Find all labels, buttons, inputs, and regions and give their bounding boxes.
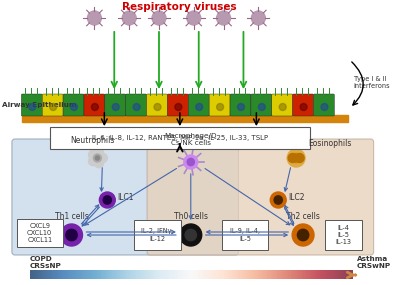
- FancyBboxPatch shape: [146, 94, 168, 116]
- Circle shape: [152, 11, 166, 25]
- Circle shape: [180, 224, 202, 246]
- FancyBboxPatch shape: [314, 94, 334, 116]
- FancyBboxPatch shape: [325, 220, 362, 250]
- Circle shape: [70, 103, 78, 111]
- Circle shape: [112, 103, 119, 111]
- Circle shape: [300, 103, 307, 111]
- FancyArrowPatch shape: [207, 230, 288, 234]
- Circle shape: [287, 149, 305, 167]
- Circle shape: [94, 154, 101, 162]
- FancyBboxPatch shape: [222, 220, 268, 250]
- Text: IL-4
IL-5
IL-13: IL-4 IL-5 IL-13: [335, 225, 351, 245]
- Circle shape: [92, 103, 98, 111]
- Text: Asthma
CRSwNP: Asthma CRSwNP: [357, 256, 391, 269]
- FancyBboxPatch shape: [230, 94, 251, 116]
- FancyArrowPatch shape: [85, 168, 176, 225]
- Circle shape: [99, 192, 115, 208]
- Circle shape: [154, 103, 161, 111]
- Circle shape: [175, 103, 182, 111]
- Circle shape: [94, 159, 104, 168]
- Circle shape: [187, 158, 194, 166]
- FancyArrowPatch shape: [82, 207, 100, 226]
- Circle shape: [187, 11, 201, 25]
- Text: Respiratory viruses: Respiratory viruses: [122, 2, 236, 12]
- Circle shape: [196, 103, 203, 111]
- FancyBboxPatch shape: [42, 94, 63, 116]
- Circle shape: [184, 155, 198, 169]
- FancyBboxPatch shape: [134, 220, 181, 250]
- Text: Th2 cells: Th2 cells: [286, 212, 320, 221]
- Text: Th0 cells: Th0 cells: [174, 212, 208, 221]
- Circle shape: [103, 196, 112, 204]
- FancyBboxPatch shape: [272, 94, 293, 116]
- Text: Type I & II
interferons: Type I & II interferons: [354, 76, 390, 89]
- FancyBboxPatch shape: [17, 219, 63, 247]
- FancyArrowPatch shape: [81, 205, 99, 224]
- Circle shape: [279, 103, 286, 111]
- Circle shape: [88, 157, 98, 166]
- Circle shape: [321, 103, 328, 111]
- Circle shape: [217, 103, 224, 111]
- Circle shape: [66, 229, 77, 241]
- FancyBboxPatch shape: [147, 139, 374, 255]
- FancyBboxPatch shape: [251, 94, 272, 116]
- FancyArrowPatch shape: [100, 168, 103, 191]
- FancyBboxPatch shape: [84, 94, 105, 116]
- Circle shape: [288, 154, 297, 162]
- Circle shape: [292, 224, 314, 246]
- FancyArrowPatch shape: [285, 205, 294, 223]
- FancyBboxPatch shape: [50, 127, 310, 149]
- Text: Eosinophils: Eosinophils: [308, 139, 352, 148]
- Circle shape: [258, 103, 265, 111]
- Circle shape: [292, 153, 301, 163]
- Text: Th1 cells: Th1 cells: [55, 212, 88, 221]
- FancyArrowPatch shape: [88, 233, 176, 237]
- Text: IL-6, IL-8, IL-12, RANTES, MIP-1α, IL-25, IL-33, TSLP: IL-6, IL-8, IL-12, RANTES, MIP-1α, IL-25…: [92, 135, 268, 141]
- Bar: [22, 115, 348, 122]
- FancyBboxPatch shape: [293, 94, 314, 116]
- Circle shape: [122, 11, 136, 25]
- Text: IL-9, IL-4,
IL-5: IL-9, IL-4, IL-5: [230, 228, 260, 242]
- Circle shape: [98, 154, 107, 162]
- Circle shape: [238, 103, 244, 111]
- FancyArrowPatch shape: [284, 168, 290, 191]
- Circle shape: [61, 224, 82, 246]
- Text: CXCL9
CXCL10
CXCL11: CXCL9 CXCL10 CXCL11: [27, 223, 52, 243]
- Circle shape: [88, 150, 98, 159]
- FancyBboxPatch shape: [21, 94, 42, 116]
- Text: ILC2: ILC2: [288, 194, 305, 203]
- Circle shape: [297, 229, 309, 241]
- Circle shape: [95, 156, 100, 160]
- Text: IL-2, IFNγ,
IL-12: IL-2, IFNγ, IL-12: [141, 228, 174, 242]
- Text: Macrophage/D
Cs/NK cells: Macrophage/D Cs/NK cells: [164, 133, 217, 146]
- FancyArrowPatch shape: [205, 168, 290, 225]
- FancyBboxPatch shape: [105, 94, 126, 116]
- FancyArrowPatch shape: [189, 174, 192, 219]
- FancyArrowPatch shape: [352, 62, 363, 105]
- FancyBboxPatch shape: [168, 94, 188, 116]
- Text: ILC1: ILC1: [117, 194, 134, 203]
- FancyBboxPatch shape: [12, 139, 238, 255]
- Text: Neutrophils: Neutrophils: [70, 136, 115, 145]
- Circle shape: [50, 103, 57, 111]
- FancyArrowPatch shape: [86, 230, 175, 234]
- Circle shape: [270, 192, 286, 208]
- Text: Airway Epithelium: Airway Epithelium: [2, 102, 76, 108]
- Circle shape: [133, 103, 140, 111]
- Circle shape: [88, 11, 101, 25]
- Circle shape: [29, 103, 36, 111]
- Circle shape: [274, 196, 282, 204]
- Circle shape: [217, 11, 230, 25]
- FancyBboxPatch shape: [209, 94, 230, 116]
- Circle shape: [94, 148, 104, 157]
- FancyArrowPatch shape: [206, 233, 287, 237]
- Circle shape: [295, 154, 304, 162]
- FancyBboxPatch shape: [126, 94, 146, 116]
- FancyArrowPatch shape: [284, 207, 293, 225]
- FancyBboxPatch shape: [63, 94, 84, 116]
- Circle shape: [185, 229, 196, 241]
- Circle shape: [252, 11, 265, 25]
- Text: COPD
CRSsNP: COPD CRSsNP: [30, 256, 62, 269]
- FancyBboxPatch shape: [188, 94, 209, 116]
